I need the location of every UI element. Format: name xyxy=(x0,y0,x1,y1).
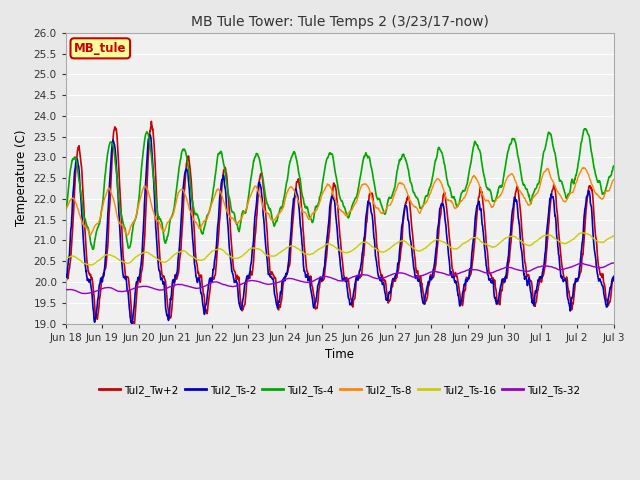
Line: Tul2_Ts-8: Tul2_Ts-8 xyxy=(66,168,614,235)
Tul2_Ts-16 xyxy=(316,246,324,252)
Tul2_Ts-16 xyxy=(578,230,586,236)
Y-axis label: Temperature (C): Temperature (C) xyxy=(15,130,28,227)
Tul2_Tw+2 xyxy=(127,295,134,301)
Tul2_Tw+2 xyxy=(374,253,382,259)
Tul2_Tw+2 xyxy=(104,234,112,240)
Line: Tul2_Ts-32: Tul2_Ts-32 xyxy=(66,263,614,294)
Line: Tul2_Ts-2: Tul2_Ts-2 xyxy=(66,135,614,324)
Line: Tul2_Tw+2: Tul2_Tw+2 xyxy=(66,121,614,324)
Tul2_Ts-32 xyxy=(62,287,70,292)
Tul2_Ts-16 xyxy=(374,248,382,253)
Tul2_Tw+2 xyxy=(62,275,70,281)
Tul2_Ts-8 xyxy=(62,204,70,210)
Tul2_Ts-4 xyxy=(316,194,324,200)
Tul2_Ts-32 xyxy=(127,287,135,293)
Tul2_Ts-4 xyxy=(90,246,97,252)
Tul2_Ts-2 xyxy=(295,205,303,211)
Tul2_Ts-4 xyxy=(105,145,113,151)
Tul2_Ts-2 xyxy=(374,273,382,279)
Tul2_Ts-4 xyxy=(610,163,618,169)
Tul2_Ts-16 xyxy=(127,259,135,264)
Tul2_Ts-16 xyxy=(295,246,303,252)
Tul2_Ts-4 xyxy=(581,126,589,132)
Line: Tul2_Ts-16: Tul2_Ts-16 xyxy=(66,233,614,265)
Tul2_Ts-8 xyxy=(316,198,324,204)
Tul2_Ts-2 xyxy=(128,321,136,327)
Legend: Tul2_Tw+2, Tul2_Ts-2, Tul2_Ts-4, Tul2_Ts-8, Tul2_Ts-16, Tul2_Ts-32: Tul2_Tw+2, Tul2_Ts-2, Tul2_Ts-4, Tul2_Ts… xyxy=(95,381,585,400)
Tul2_Ts-8 xyxy=(124,232,131,238)
Tul2_Tw+2 xyxy=(131,322,138,327)
Tul2_Ts-8 xyxy=(610,177,618,182)
Tul2_Ts-2 xyxy=(127,316,134,322)
Title: MB Tule Tower: Tule Temps 2 (3/23/17-now): MB Tule Tower: Tule Temps 2 (3/23/17-now… xyxy=(191,15,489,29)
Tul2_Ts-2 xyxy=(62,272,70,277)
Tul2_Ts-4 xyxy=(374,196,382,202)
Tul2_Ts-32 xyxy=(610,260,618,266)
Tul2_Ts-8 xyxy=(104,186,112,192)
Tul2_Ts-16 xyxy=(610,233,618,239)
X-axis label: Time: Time xyxy=(325,348,355,361)
Tul2_Ts-2 xyxy=(307,284,314,290)
Tul2_Ts-32 xyxy=(81,291,88,297)
Tul2_Ts-32 xyxy=(609,260,616,266)
Line: Tul2_Ts-4: Tul2_Ts-4 xyxy=(66,129,614,249)
Tul2_Ts-2 xyxy=(104,206,112,212)
Tul2_Ts-32 xyxy=(295,278,303,284)
Tul2_Ts-4 xyxy=(62,206,70,212)
Tul2_Ts-8 xyxy=(374,205,382,211)
Tul2_Tw+2 xyxy=(148,119,156,124)
Tul2_Ts-16 xyxy=(62,255,70,261)
Tul2_Ts-16 xyxy=(88,262,95,268)
Tul2_Tw+2 xyxy=(295,180,303,186)
Tul2_Ts-8 xyxy=(127,224,135,229)
Tul2_Ts-32 xyxy=(316,275,324,281)
Tul2_Ts-16 xyxy=(306,252,314,257)
Tul2_Ts-2 xyxy=(147,132,154,138)
Tul2_Ts-32 xyxy=(374,276,382,282)
Tul2_Tw+2 xyxy=(316,276,324,282)
Tul2_Ts-2 xyxy=(610,274,618,279)
Tul2_Ts-32 xyxy=(105,285,113,290)
Tul2_Ts-4 xyxy=(295,170,303,176)
Tul2_Ts-32 xyxy=(306,279,314,285)
Tul2_Ts-8 xyxy=(295,199,303,204)
Tul2_Ts-8 xyxy=(306,216,314,222)
Tul2_Ts-8 xyxy=(579,165,587,170)
Tul2_Tw+2 xyxy=(307,275,314,281)
Tul2_Ts-16 xyxy=(105,252,113,258)
Tul2_Ts-4 xyxy=(127,240,135,245)
Tul2_Ts-2 xyxy=(316,274,324,280)
Tul2_Ts-4 xyxy=(306,214,314,220)
Text: MB_tule: MB_tule xyxy=(74,42,127,55)
Tul2_Tw+2 xyxy=(610,275,618,281)
